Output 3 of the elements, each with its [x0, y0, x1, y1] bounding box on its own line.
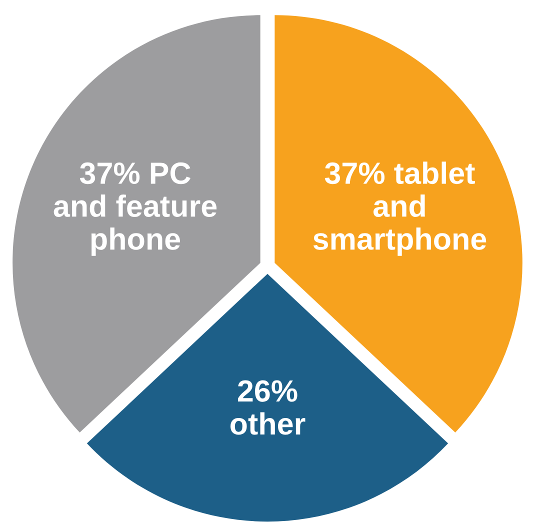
slice-label: 26% other: [230, 380, 306, 435]
slice-label: 37% tablet and smartphone: [313, 162, 486, 256]
slice-label: 37% PC and feature phone: [54, 162, 217, 256]
